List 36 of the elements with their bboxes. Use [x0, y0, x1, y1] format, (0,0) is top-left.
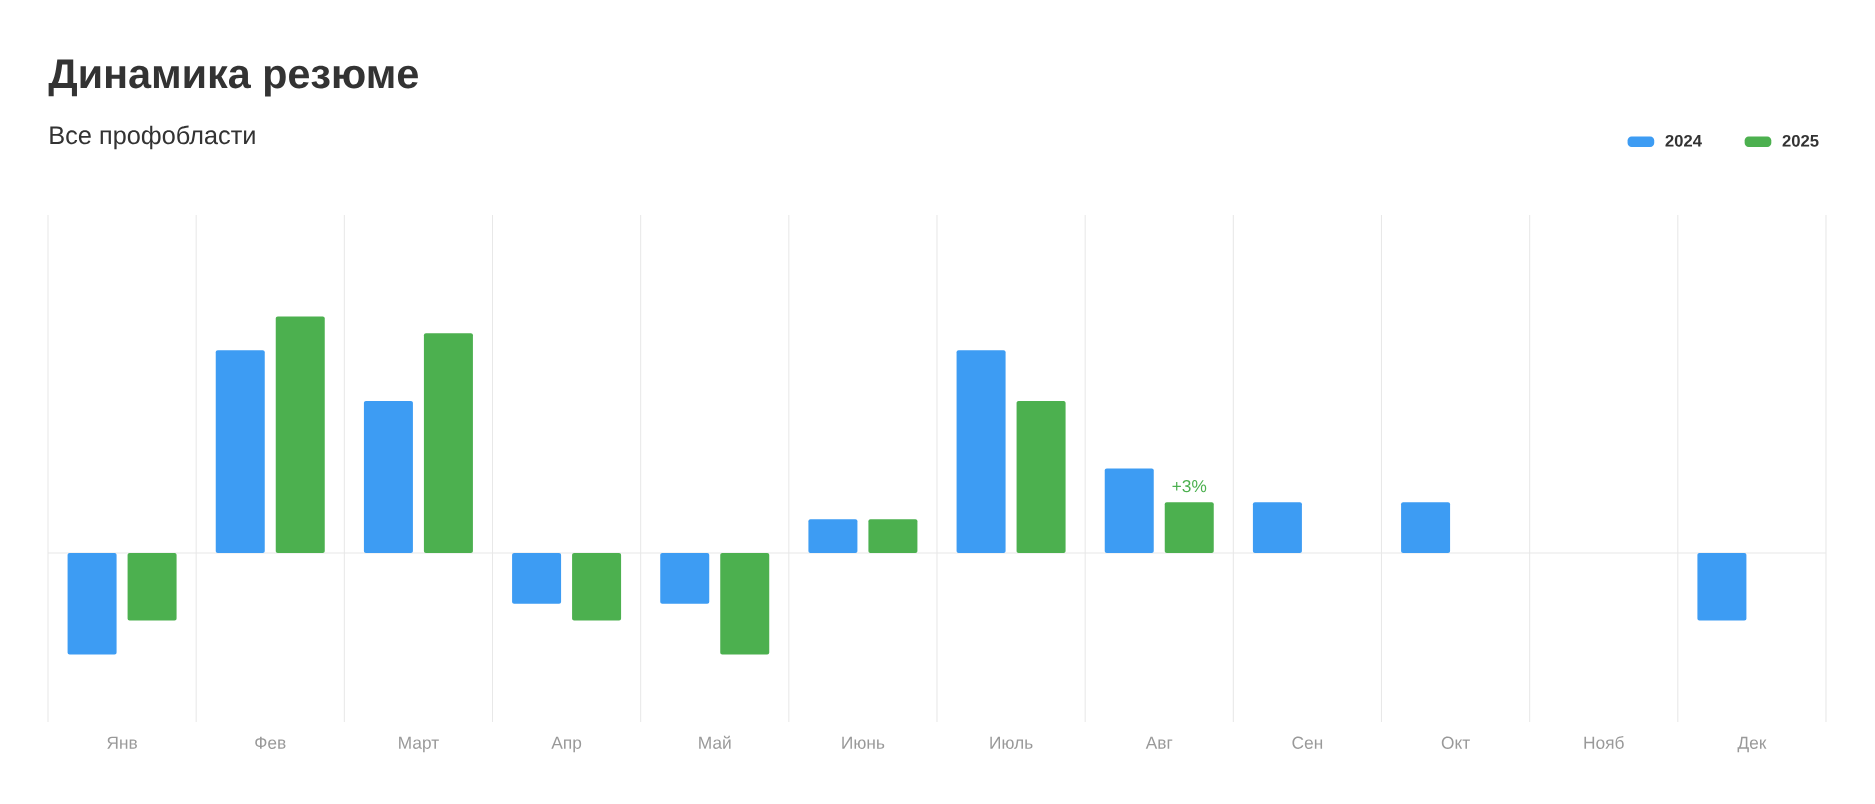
bar	[423, 333, 473, 554]
legend-label: 2024	[1665, 134, 1702, 147]
x-tick-label: Март	[399, 736, 439, 753]
bar	[1401, 502, 1451, 554]
bar	[1697, 553, 1747, 621]
bar	[572, 553, 622, 621]
legend-label: 2025	[1782, 134, 1819, 147]
bar	[720, 553, 770, 655]
chart-title: Динамика резюме	[48, 59, 418, 97]
x-tick-label: Дек	[1737, 736, 1767, 753]
x-tick-label: Май	[699, 735, 731, 749]
x-tick-label: Окт	[1441, 736, 1470, 749]
x-tick-label: Фев	[255, 736, 286, 749]
data-label: +3%	[1172, 479, 1207, 493]
bar	[127, 553, 177, 621]
bar	[1164, 502, 1214, 554]
bar	[1104, 468, 1154, 554]
bar	[808, 519, 858, 554]
bar	[660, 553, 710, 604]
bar	[1252, 502, 1302, 554]
bar	[275, 316, 325, 554]
bar	[956, 350, 1006, 554]
x-tick-label: Июль	[990, 736, 1033, 749]
bar	[512, 553, 562, 604]
x-tick-label: Апр	[551, 736, 582, 753]
x-tick-label: Авг	[1145, 736, 1173, 749]
x-tick-label: Июнь	[842, 736, 885, 749]
bar	[363, 400, 413, 554]
x-tick-label: Сен	[1292, 736, 1323, 749]
bar	[67, 553, 117, 655]
chart-subtitle: Все профобласти	[50, 125, 255, 150]
x-tick-label: Нояб	[1584, 736, 1624, 749]
bar	[868, 519, 918, 554]
bar	[1016, 400, 1066, 554]
x-tick-label: Янв	[107, 736, 137, 749]
bar	[215, 350, 265, 554]
